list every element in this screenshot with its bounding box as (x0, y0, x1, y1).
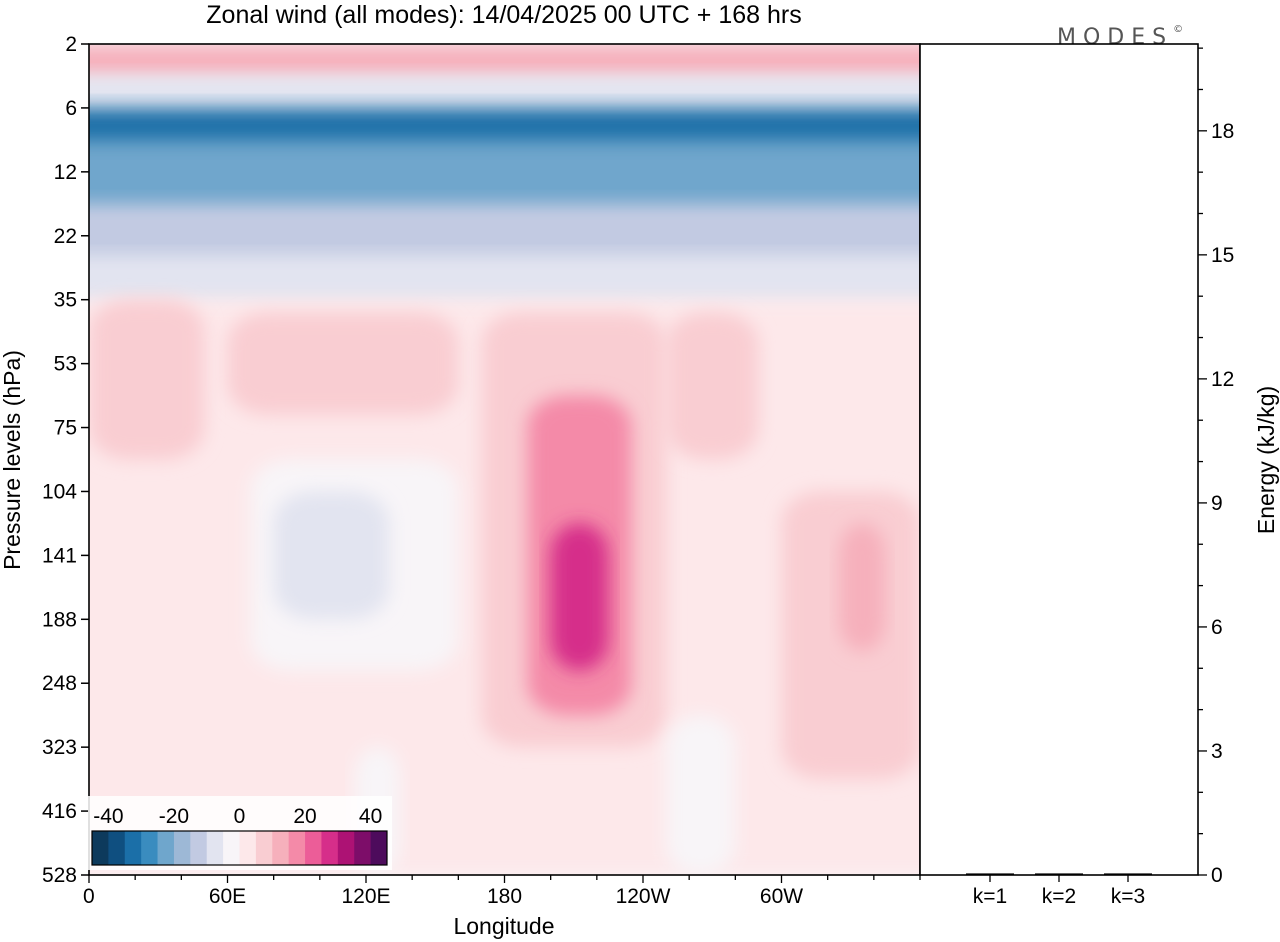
pressure-tick-label: 248 (42, 672, 77, 695)
energy-tick-label: 12 (1211, 368, 1234, 391)
pressure-tick-label: 35 (54, 289, 77, 312)
energy-tick-label: 15 (1211, 244, 1234, 267)
wind-field-patch (89, 299, 205, 460)
colorbar-swatch (108, 831, 126, 865)
pressure-tick-label: 6 (65, 97, 77, 120)
colorbar-swatch (239, 831, 257, 865)
colorbar-swatch (288, 831, 306, 865)
energy-axis: 0 3 6 9 12 15 18 (1198, 47, 1234, 887)
colorbar-swatch (354, 831, 372, 865)
wavenumber-tick-label: k=1 (973, 885, 1007, 908)
energy-bars (966, 873, 1152, 875)
colorbar-swatch (321, 831, 339, 865)
colorbar-tick-label: 0 (234, 805, 246, 828)
longitude-tick-label: 120W (616, 885, 671, 908)
colorbar-swatch (206, 831, 224, 865)
energy-tick-label: 3 (1211, 740, 1223, 763)
longitude-tick-label: 0 (83, 885, 95, 908)
pressure-tick-label: 12 (54, 161, 77, 184)
pressure-tick-label: 22 (54, 225, 77, 248)
wind-field-patch (273, 491, 390, 620)
energy-axis-label: Energy (kJ/kg) (1253, 386, 1279, 534)
longitude-tick-label: 180 (487, 885, 522, 908)
colorbar-swatch (124, 831, 142, 865)
wind-field-patch (89, 44, 920, 80)
chart-title: Zonal wind (all modes): 14/04/2025 00 UT… (206, 1, 801, 29)
energy-frame (919, 43, 1199, 876)
heatmap-panel: 2 6 12 22 35 53 75 104 141 188 248 323 416 528 0 60E 12… (0, 33, 921, 939)
wind-field-patch (666, 715, 736, 875)
pressure-tick-label: 323 (42, 736, 77, 759)
pressure-tick-label: 528 (42, 864, 77, 887)
brand-copyright-mark: © (1173, 24, 1183, 35)
colorbar-swatch (190, 831, 208, 865)
colorbar-swatch (255, 831, 273, 865)
colorbar-tick-label: 40 (359, 805, 382, 828)
colorbar: -40 -20 0 20 40 (88, 796, 392, 870)
x-axis-label: Longitude (453, 913, 554, 939)
wind-field-patch (550, 523, 609, 671)
energy-bar (1104, 873, 1152, 875)
colorbar-swatch (272, 831, 290, 865)
pressure-axis: 2 6 12 22 35 53 75 104 141 188 248 323 416 528 (42, 33, 89, 887)
colorbar-swatch (305, 831, 322, 865)
colorbar-tick-label: -20 (159, 805, 189, 828)
wind-field-patch (839, 523, 886, 652)
pressure-tick-label: 53 (54, 353, 77, 376)
longitude-tick-label: 60W (760, 885, 803, 908)
energy-bar (1035, 873, 1083, 875)
colorbar-tick-label: -40 (93, 805, 123, 828)
energy-tick-label: 18 (1211, 120, 1234, 143)
y-axis-label: Pressure levels (hPa) (0, 350, 25, 570)
energy-tick-label: 6 (1211, 616, 1223, 639)
energy-bar (966, 873, 1014, 875)
energy-tick-label: 9 (1211, 492, 1223, 515)
pressure-tick-label: 104 (42, 480, 77, 503)
longitude-tick-label: 60E (209, 885, 246, 908)
longitude-axis: 0 60E 120E 180 120W 60W (83, 875, 921, 908)
wind-field-layers (89, 44, 920, 875)
colorbar-swatch (173, 831, 191, 865)
colorbar-swatch (141, 831, 158, 865)
colorbar-tick-label: 20 (293, 805, 316, 828)
wavenumber-axis: k=1 k=2 k=3 (973, 875, 1145, 908)
colorbar-frame (91, 830, 388, 866)
colorbar-swatch (370, 831, 388, 865)
wind-field-patch (227, 312, 459, 415)
colorbar-swatch (92, 831, 109, 865)
wind-field-patch (89, 254, 920, 307)
pressure-tick-label: 2 (65, 33, 77, 56)
colorbar-swatch (337, 831, 355, 865)
wind-field-patch (666, 312, 759, 460)
energy-tick-label: 0 (1211, 864, 1223, 887)
pressure-tick-label: 75 (54, 417, 77, 440)
colorbar-swatch (157, 831, 175, 865)
pressure-tick-label: 188 (42, 608, 77, 631)
energy-panel: 0 3 6 9 12 15 18 k=1 k=2 k=3 Energy (kJ/kg) (919, 43, 1279, 908)
pressure-tick-label: 416 (42, 800, 77, 823)
longitude-tick-label: 120E (341, 885, 390, 908)
pressure-tick-label: 141 (42, 544, 77, 567)
colorbar-swatch (223, 831, 240, 865)
wavenumber-tick-label: k=3 (1111, 885, 1145, 908)
wavenumber-tick-label: k=2 (1042, 885, 1076, 908)
